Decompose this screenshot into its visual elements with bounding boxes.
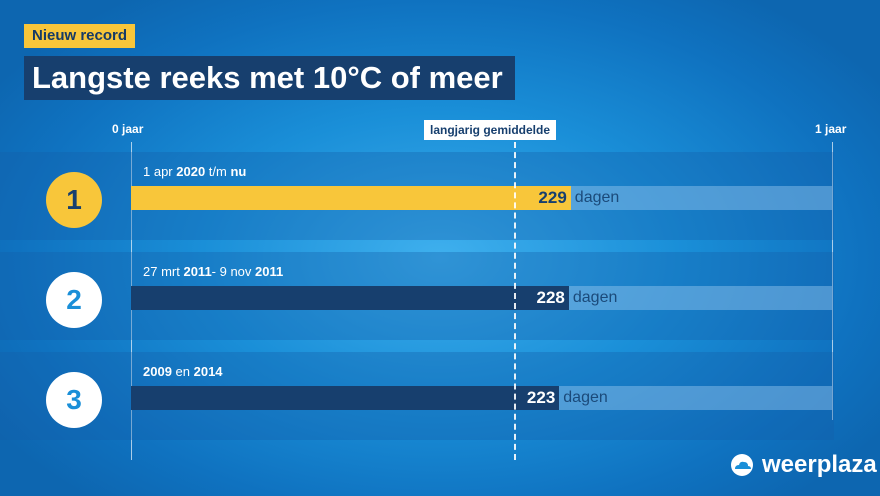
axis-end-label: 1 jaar bbox=[815, 122, 847, 136]
bar-value-label: 223 bbox=[526, 388, 556, 407]
bar-track: 228 dagen bbox=[131, 286, 832, 310]
bar-track: 229 dagen bbox=[131, 186, 832, 210]
period-label: 2009 en 2014 bbox=[143, 364, 223, 379]
rank-badge: 2 bbox=[46, 272, 102, 328]
bar bbox=[131, 186, 571, 210]
bar-unit-label: dagen bbox=[563, 389, 608, 406]
cloud-icon bbox=[731, 454, 753, 476]
brand-name: weerplaza bbox=[762, 451, 877, 478]
bar-track: 223 dagen bbox=[131, 386, 832, 410]
bar-value-label: 228 bbox=[536, 288, 565, 307]
new-record-badge: Nieuw record bbox=[24, 24, 136, 48]
period-label: 1 apr 2020 t/m nu bbox=[143, 164, 247, 179]
axis-end-line bbox=[832, 142, 833, 420]
bar bbox=[131, 286, 569, 310]
axis-start-label: 0 jaar bbox=[112, 122, 144, 136]
average-label: langjarig gemiddelde bbox=[424, 120, 557, 140]
brand-logo: weerplaza bbox=[728, 450, 877, 480]
bar-unit-label: dagen bbox=[574, 189, 620, 206]
bar-unit-label: dagen bbox=[572, 289, 618, 306]
bar-value-label: 229 bbox=[538, 188, 567, 207]
rank-badge: 1 bbox=[46, 172, 102, 228]
period-label: 27 mrt 2011- 9 nov 2011 bbox=[143, 264, 284, 279]
bar bbox=[131, 386, 560, 410]
chart-title: Langste reeks met 10°C of meer bbox=[24, 56, 515, 100]
average-reference-line bbox=[514, 142, 517, 460]
rank-badge: 3 bbox=[46, 372, 102, 428]
